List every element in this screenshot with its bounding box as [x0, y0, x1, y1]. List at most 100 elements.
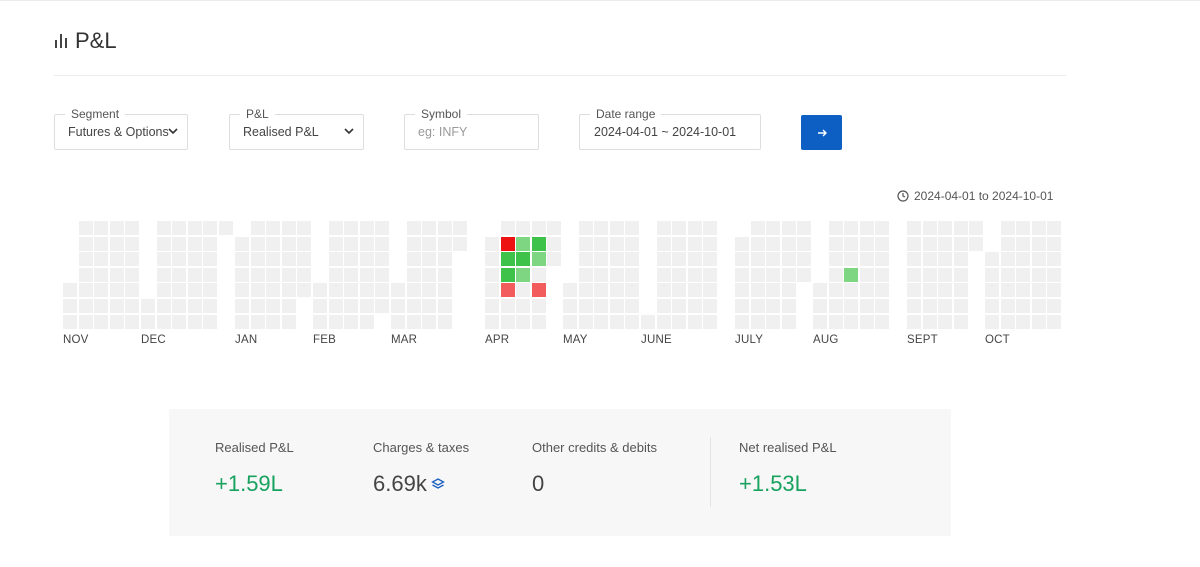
heatmap-day-cell[interactable]: [563, 283, 577, 298]
heatmap-day-cell[interactable]: [687, 252, 702, 267]
heatmap-day-cell[interactable]: [156, 299, 171, 313]
heatmap-day-cell[interactable]: [344, 252, 359, 267]
heatmap-day-cell[interactable]: [625, 299, 640, 313]
heatmap-day-cell[interactable]: [281, 314, 296, 329]
heatmap-day-cell[interactable]: [953, 267, 968, 282]
heatmap-day-cell[interactable]: [203, 267, 218, 282]
heatmap-day-cell[interactable]: [531, 283, 546, 298]
heatmap-day-cell[interactable]: [1016, 236, 1031, 251]
heatmap-day-cell[interactable]: [344, 314, 359, 329]
heatmap-day-cell[interactable]: [516, 236, 531, 251]
layers-icon[interactable]: [430, 477, 445, 491]
heatmap-day-cell[interactable]: [938, 283, 953, 298]
heatmap-day-cell[interactable]: [125, 221, 140, 235]
heatmap-day-cell[interactable]: [641, 314, 655, 329]
heatmap-day-cell[interactable]: [203, 236, 218, 251]
heatmap-day-cell[interactable]: [78, 283, 93, 298]
heatmap-day-cell[interactable]: [406, 299, 421, 313]
heatmap-day-cell[interactable]: [1047, 267, 1062, 282]
heatmap-day-cell[interactable]: [219, 221, 233, 235]
heatmap-day-cell[interactable]: [187, 283, 202, 298]
heatmap-day-cell[interactable]: [297, 252, 312, 267]
heatmap-day-cell[interactable]: [485, 283, 499, 298]
heatmap-day-cell[interactable]: [781, 314, 796, 329]
heatmap-day-cell[interactable]: [813, 314, 827, 329]
heatmap-day-cell[interactable]: [187, 267, 202, 282]
heatmap-day-cell[interactable]: [485, 314, 499, 329]
heatmap-day-cell[interactable]: [766, 221, 781, 235]
heatmap-day-cell[interactable]: [781, 299, 796, 313]
heatmap-day-cell[interactable]: [766, 299, 781, 313]
heatmap-day-cell[interactable]: [969, 221, 984, 235]
heatmap-day-cell[interactable]: [485, 252, 499, 267]
heatmap-day-cell[interactable]: [281, 236, 296, 251]
heatmap-day-cell[interactable]: [266, 267, 281, 282]
heatmap-day-cell[interactable]: [297, 267, 312, 282]
heatmap-day-cell[interactable]: [1016, 252, 1031, 267]
heatmap-day-cell[interactable]: [531, 267, 546, 282]
heatmap-day-cell[interactable]: [297, 221, 312, 235]
heatmap-day-cell[interactable]: [78, 221, 93, 235]
heatmap-day-cell[interactable]: [735, 236, 749, 251]
heatmap-day-cell[interactable]: [375, 283, 390, 298]
heatmap-day-cell[interactable]: [266, 299, 281, 313]
heatmap-day-cell[interactable]: [297, 236, 312, 251]
heatmap-day-cell[interactable]: [938, 267, 953, 282]
heatmap-day-cell[interactable]: [844, 252, 859, 267]
heatmap-day-cell[interactable]: [266, 283, 281, 298]
heatmap-day-cell[interactable]: [687, 314, 702, 329]
heatmap-day-cell[interactable]: [922, 252, 937, 267]
heatmap-day-cell[interactable]: [78, 252, 93, 267]
heatmap-day-cell[interactable]: [750, 236, 765, 251]
heatmap-day-cell[interactable]: [1016, 299, 1031, 313]
heatmap-day-cell[interactable]: [250, 236, 265, 251]
heatmap-day-cell[interactable]: [938, 299, 953, 313]
heatmap-day-cell[interactable]: [453, 221, 468, 235]
heatmap-day-cell[interactable]: [156, 314, 171, 329]
heatmap-day-cell[interactable]: [578, 299, 593, 313]
heatmap-day-cell[interactable]: [735, 314, 749, 329]
heatmap-day-cell[interactable]: [594, 283, 609, 298]
heatmap-day-cell[interactable]: [859, 314, 874, 329]
heatmap-day-cell[interactable]: [672, 236, 687, 251]
heatmap-day-cell[interactable]: [922, 283, 937, 298]
heatmap-day-cell[interactable]: [907, 221, 921, 235]
heatmap-day-cell[interactable]: [78, 314, 93, 329]
heatmap-day-cell[interactable]: [625, 252, 640, 267]
heatmap-day-cell[interactable]: [328, 267, 343, 282]
heatmap-day-cell[interactable]: [406, 236, 421, 251]
heatmap-day-cell[interactable]: [391, 299, 405, 313]
heatmap-day-cell[interactable]: [63, 283, 77, 298]
heatmap-day-cell[interactable]: [703, 252, 718, 267]
heatmap-day-cell[interactable]: [1031, 252, 1046, 267]
heatmap-day-cell[interactable]: [109, 267, 124, 282]
heatmap-day-cell[interactable]: [875, 283, 890, 298]
heatmap-day-cell[interactable]: [938, 252, 953, 267]
heatmap-day-cell[interactable]: [1047, 221, 1062, 235]
heatmap-day-cell[interactable]: [391, 314, 405, 329]
heatmap-day-cell[interactable]: [687, 299, 702, 313]
heatmap-day-cell[interactable]: [594, 252, 609, 267]
heatmap-day-cell[interactable]: [1047, 252, 1062, 267]
heatmap-day-cell[interactable]: [1000, 221, 1015, 235]
heatmap-day-cell[interactable]: [1000, 267, 1015, 282]
heatmap-day-cell[interactable]: [750, 299, 765, 313]
heatmap-day-cell[interactable]: [235, 299, 249, 313]
heatmap-day-cell[interactable]: [969, 236, 984, 251]
heatmap-day-cell[interactable]: [875, 267, 890, 282]
heatmap-day-cell[interactable]: [156, 221, 171, 235]
heatmap-day-cell[interactable]: [609, 236, 624, 251]
heatmap-day-cell[interactable]: [687, 283, 702, 298]
heatmap-day-cell[interactable]: [78, 267, 93, 282]
heatmap-day-cell[interactable]: [328, 314, 343, 329]
heatmap-day-cell[interactable]: [844, 283, 859, 298]
heatmap-day-cell[interactable]: [516, 314, 531, 329]
heatmap-day-cell[interactable]: [531, 221, 546, 235]
heatmap-day-cell[interactable]: [750, 314, 765, 329]
submit-button[interactable]: [801, 115, 842, 150]
heatmap-day-cell[interactable]: [1000, 314, 1015, 329]
heatmap-day-cell[interactable]: [672, 221, 687, 235]
heatmap-day-cell[interactable]: [703, 221, 718, 235]
heatmap-day-cell[interactable]: [985, 252, 999, 267]
heatmap-day-cell[interactable]: [938, 221, 953, 235]
